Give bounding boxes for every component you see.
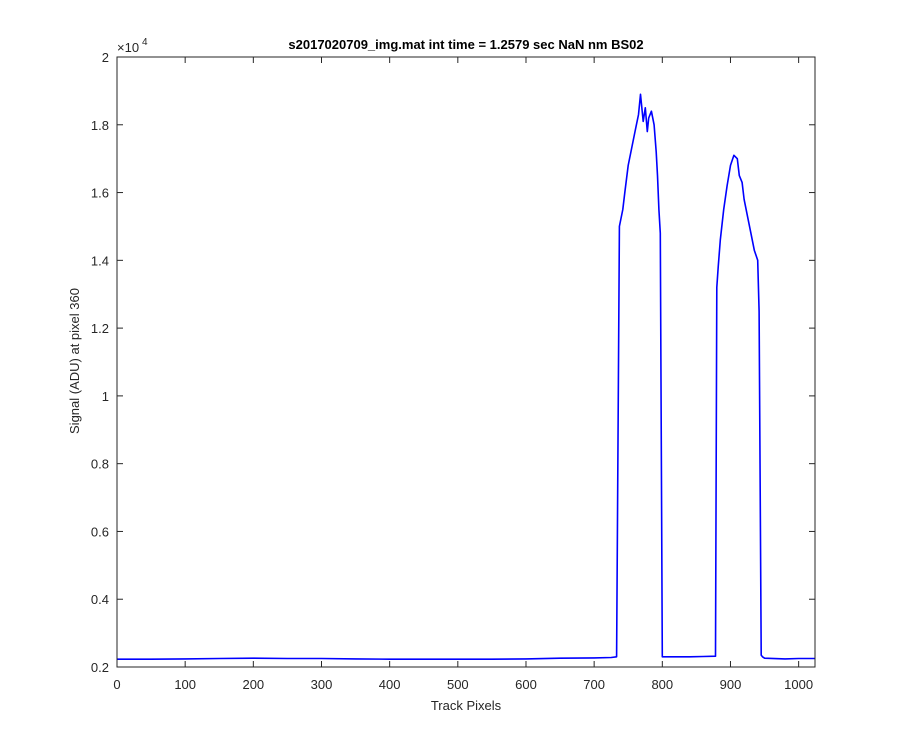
y-tick-label: 0.4 xyxy=(91,592,109,607)
x-tick-label: 500 xyxy=(447,677,469,692)
series-line-1 xyxy=(117,93,815,661)
y-tick-label: 0.2 xyxy=(91,660,109,675)
y-tick-label: 1.4 xyxy=(91,253,109,268)
y-axis-ticks: 0.2 0.4 0.6 0.8 1 1.2 1.4 1.6 1.8 2 xyxy=(91,50,815,675)
x-axis-ticks: 0 100 200 300 400 500 600 700 800 900 1000 xyxy=(113,57,813,692)
y-tick-label: 0.8 xyxy=(91,457,109,472)
x-tick-label: 900 xyxy=(720,677,742,692)
y-tick-label: 1.6 xyxy=(91,186,109,201)
y-tick-label: 1.8 xyxy=(91,118,109,133)
y-axis-exponent: ×10 4 xyxy=(117,37,148,55)
y-tick-label: 1 xyxy=(102,389,109,404)
series-layer xyxy=(117,93,815,661)
x-tick-label: 800 xyxy=(651,677,673,692)
chart-title: s2017020709_img.mat int time = 1.2579 se… xyxy=(288,37,643,52)
axes-frame xyxy=(116,56,816,668)
x-axis-label: Track Pixels xyxy=(431,698,502,713)
x-tick-label: 100 xyxy=(174,677,196,692)
y-exponent-base: ×10 xyxy=(117,40,139,55)
y-tick-label: 1.2 xyxy=(91,321,109,336)
y-axis-label: Signal (ADU) at pixel 360 xyxy=(67,288,82,434)
x-tick-label: 600 xyxy=(515,677,537,692)
y-tick-label: 0.6 xyxy=(91,524,109,539)
plot-area xyxy=(117,57,815,667)
axes-box xyxy=(116,56,816,668)
x-tick-label: 0 xyxy=(113,677,120,692)
x-tick-label: 400 xyxy=(379,677,401,692)
x-tick-label: 300 xyxy=(311,677,333,692)
y-exponent-power: 4 xyxy=(142,37,148,48)
axes-background xyxy=(117,57,815,667)
x-tick-label: 200 xyxy=(242,677,264,692)
x-tick-label: 700 xyxy=(583,677,605,692)
x-tick-label: 1000 xyxy=(784,677,813,692)
y-tick-label: 2 xyxy=(102,50,109,65)
